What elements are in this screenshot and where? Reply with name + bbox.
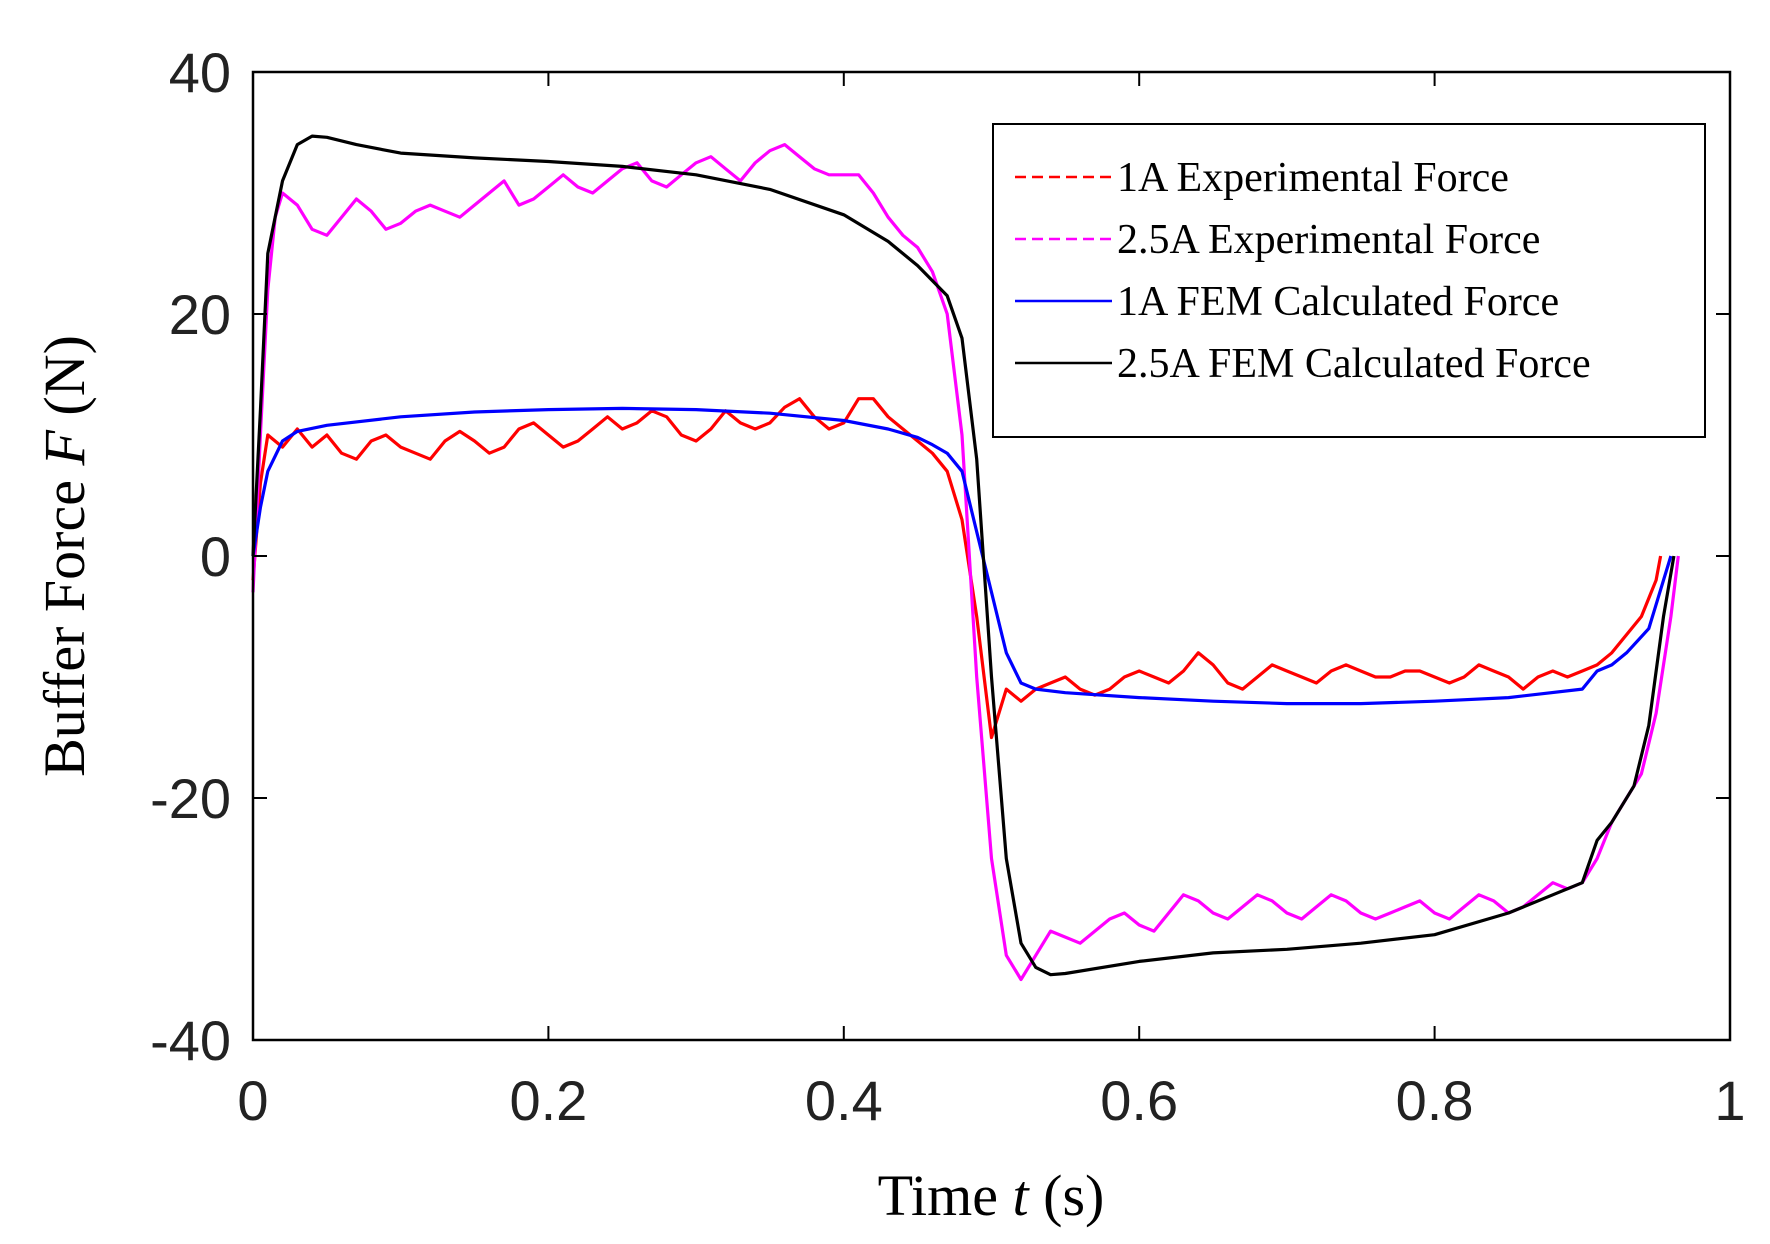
legend-box bbox=[992, 123, 1706, 438]
y-tick-label: -20 bbox=[150, 767, 231, 830]
x-tick-label: 0 bbox=[237, 1069, 268, 1132]
y-axis-label-variable: F bbox=[32, 430, 97, 467]
x-tick-label: 0.6 bbox=[1100, 1069, 1178, 1132]
legend-label-1: 1A Experimental Force bbox=[1117, 155, 1509, 201]
legend-label-4: 2.5A FEM Calculated Force bbox=[1117, 341, 1591, 387]
y-axis-label: Buffer Force F (N) bbox=[32, 335, 97, 777]
y-tick-label: 20 bbox=[169, 283, 231, 346]
y-tick-label: 40 bbox=[169, 41, 231, 104]
y-axis-label-part-1: Buffer Force bbox=[32, 466, 97, 777]
legend-label-2: 2.5A Experimental Force bbox=[1117, 217, 1540, 263]
tick-layer: 0 0.2 0.4 0.6 0.8 1 -40 -20 0 20 40 bbox=[150, 41, 1746, 1132]
x-tick-label: 1 bbox=[1714, 1069, 1745, 1132]
legend-label-3: 1A FEM Calculated Force bbox=[1117, 279, 1559, 325]
legend: 1A Experimental Force 2.5A Experimental F… bbox=[992, 123, 1706, 438]
x-axis-label-part-3: (s) bbox=[1029, 1163, 1105, 1228]
series-line-1 bbox=[251, 397, 1663, 740]
series-line-2 bbox=[251, 143, 1680, 982]
y-tick-label: 0 bbox=[200, 525, 231, 588]
y-axis-label-part-3: (N) bbox=[32, 335, 97, 430]
series-layer bbox=[251, 134, 1680, 982]
series-line-3 bbox=[251, 406, 1673, 706]
x-axis-label-variable: t bbox=[1013, 1163, 1031, 1228]
x-tick-label: 0.4 bbox=[805, 1069, 883, 1132]
x-tick-label: 0.8 bbox=[1396, 1069, 1474, 1132]
series-line-4 bbox=[251, 134, 1676, 977]
y-tick-label: -40 bbox=[150, 1009, 231, 1072]
x-tick-label: 0.2 bbox=[509, 1069, 587, 1132]
x-axis-label: Time t (s) bbox=[878, 1163, 1105, 1228]
x-axis-label-part-1: Time bbox=[878, 1163, 1013, 1228]
